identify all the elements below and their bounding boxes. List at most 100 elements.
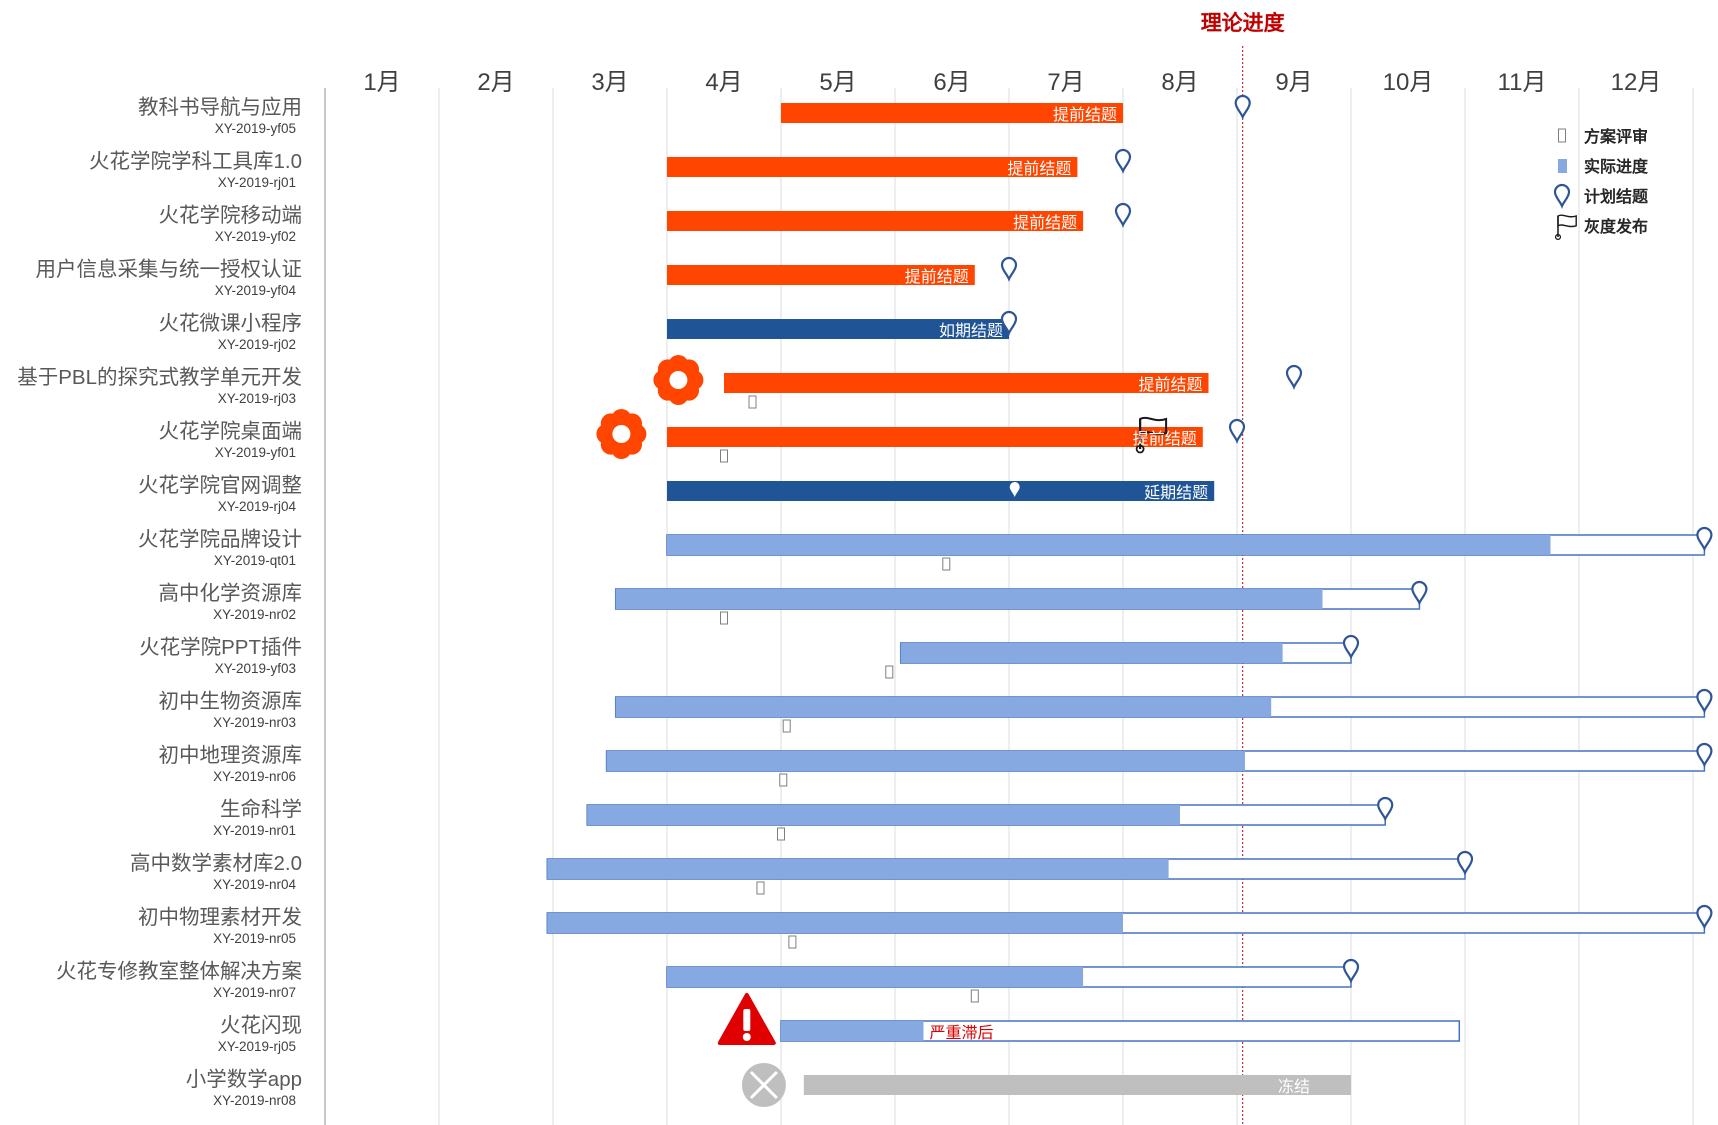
review-icon (756, 881, 765, 895)
bar-label: 提前结题 (1007, 160, 1071, 178)
project-row: 火花学院官网调整 XY-2019-rj04 延期结题 (138, 474, 1215, 514)
month-label: 6月 (933, 69, 970, 96)
review-icon (748, 395, 757, 409)
pin-shape (1696, 688, 1713, 714)
legend-item: 计划结题 (1553, 183, 1649, 209)
project-code: XY-2019-yf02 (215, 229, 296, 244)
project-code: XY-2019-rj04 (218, 499, 297, 514)
project-code: XY-2019-yf04 (215, 283, 297, 298)
pin-shape (1342, 634, 1360, 660)
bar (667, 265, 975, 285)
project-name: 高中化学资源库 (159, 582, 303, 605)
bar (803, 1075, 1351, 1095)
legend-flag-icon (1554, 214, 1577, 241)
planned-end-icon (1377, 796, 1394, 822)
project-code: XY-2019-nr06 (213, 769, 296, 784)
planned-end-icon (1228, 418, 1246, 444)
review-icon (782, 719, 791, 733)
bar-label: 提前结题 (1133, 430, 1197, 448)
month-label: 3月 (591, 69, 628, 96)
planned-end-icon (1696, 904, 1713, 930)
pin-shape (1228, 418, 1246, 444)
pin-shape (1000, 256, 1018, 282)
frozen-icon (741, 1063, 786, 1107)
month-labels: 1月 2月 3月 4月 5月 6月 7月 8月 9月 10月 11月 12月 (363, 69, 1661, 96)
bar-progress (900, 643, 1283, 663)
month-label: 5月 (819, 69, 856, 96)
planned-end-icon (1114, 148, 1132, 174)
pin-shape (1000, 310, 1018, 336)
planned-end-icon (1342, 634, 1360, 660)
planned-end-icon (1000, 256, 1018, 282)
bar-label: 提前结题 (1138, 376, 1202, 394)
bar (667, 319, 1009, 339)
planned-end-icon (1696, 688, 1713, 714)
project-name: 火花专修教室整体解决方案 (56, 960, 302, 983)
month-label: 2月 (477, 69, 514, 96)
bar-progress (615, 589, 1323, 609)
review-icon (942, 557, 951, 571)
project-name: 教科书导航与应用 (138, 96, 302, 119)
pin-hole (1462, 856, 1468, 862)
month-label: 11月 (1498, 69, 1547, 96)
bar-label: 冻结 (1278, 1078, 1310, 1096)
review-icon (720, 449, 728, 463)
project-row: 小学数学app XY-2019-nr08 冻结 (186, 1063, 1351, 1108)
project-name: 火花学院品牌设计 (138, 528, 302, 551)
pin-hole (1383, 802, 1388, 808)
bar (667, 427, 1203, 447)
pin-hole (1120, 154, 1126, 160)
legend-label: 实际进度 (1584, 157, 1649, 176)
bar-label: 严重滞后 (930, 1024, 994, 1042)
bar-progress (587, 805, 1180, 825)
planned-end-icon (1456, 850, 1474, 876)
bar-progress (547, 859, 1169, 879)
review-icon (777, 827, 785, 841)
planned-end-icon (1234, 94, 1251, 120)
project-name: 小学数学app (186, 1068, 302, 1091)
pin-shape (1411, 580, 1428, 606)
project-code: XY-2019-yf01 (215, 445, 296, 460)
legend-planned-icon (1553, 183, 1571, 209)
project-code: XY-2019-rj02 (218, 337, 296, 352)
project-row: 用户信息采集与统一授权认证 XY-2019-yf04 提前结题 (36, 256, 1018, 298)
project-name: 生命科学 (220, 798, 302, 821)
legend-review-icon (1558, 128, 1566, 143)
project-code: XY-2019-rj03 (218, 391, 296, 406)
project-name: 火花闪现 (220, 1014, 302, 1037)
project-name: 用户信息采集与统一授权认证 (36, 258, 303, 281)
planned-end-icon (1696, 742, 1713, 768)
project-name: 初中物理素材开发 (138, 906, 302, 929)
project-code: XY-2019-nr03 (213, 715, 296, 730)
project-row: 火花微课小程序 XY-2019-rj02 如期结题 (159, 310, 1018, 352)
project-name: 火花学院学科工具库1.0 (89, 150, 302, 173)
pin-hole (1291, 370, 1297, 376)
bar-progress (615, 697, 1272, 717)
month-label: 12月 (1611, 69, 1662, 96)
bar-label: 如期结题 (939, 322, 1003, 340)
project-name: 火花学院桌面端 (159, 420, 303, 443)
bar-label: 提前结题 (905, 268, 969, 286)
planned-end-icon (1009, 482, 1020, 497)
bar-progress (606, 751, 1245, 771)
review-icon (788, 935, 797, 949)
project-row: 初中物理素材开发 XY-2019-nr05 (138, 904, 1713, 949)
legend-item: 方案评审 (1558, 127, 1648, 146)
pin-hole (1120, 208, 1126, 214)
planned-end-icon (1342, 958, 1360, 984)
flag-cloth (1139, 416, 1168, 436)
warning-dot (742, 1033, 751, 1041)
project-row: 火花学院学科工具库1.0 XY-2019-rj01 提前结题 (89, 148, 1132, 190)
flower-center (612, 425, 631, 443)
project-code: XY-2019-nr08 (213, 1093, 296, 1108)
flower-icon (596, 409, 647, 459)
warning-bar (743, 1009, 751, 1031)
warning-icon (717, 993, 776, 1045)
bar (724, 373, 1209, 393)
review-icon (779, 773, 788, 787)
bar-progress (667, 535, 1551, 555)
project-row: 火花闪现 XY-2019-rj05 严重滞后 (218, 993, 1461, 1054)
pin-hole (1348, 964, 1354, 970)
